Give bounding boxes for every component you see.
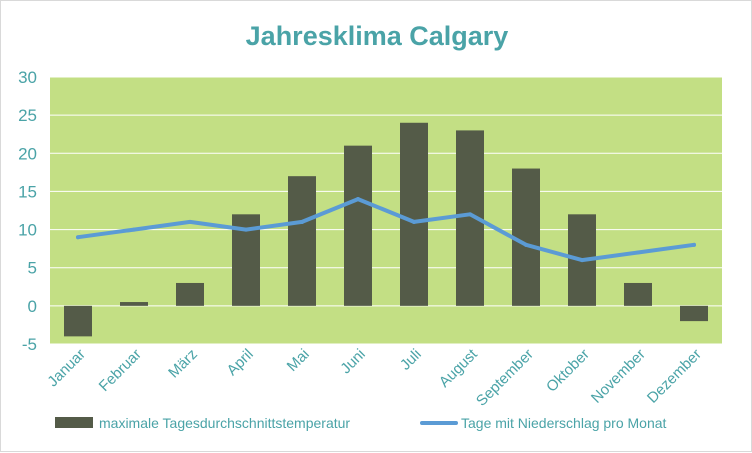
line-point bbox=[356, 197, 360, 202]
x-tick-label: Dezember bbox=[644, 346, 705, 407]
legend-swatch-bar bbox=[55, 417, 93, 428]
line-point bbox=[300, 219, 304, 224]
line-point bbox=[188, 219, 192, 224]
bar bbox=[512, 168, 540, 306]
bar bbox=[64, 305, 92, 337]
bar bbox=[176, 282, 204, 306]
y-tick-label: 15 bbox=[18, 182, 37, 201]
line-series bbox=[76, 197, 696, 263]
bar bbox=[400, 122, 428, 306]
bar bbox=[288, 176, 316, 306]
bar bbox=[120, 302, 148, 306]
legend-label-bar: maximale Tagesdurchschnittstemperatur bbox=[99, 415, 350, 431]
line-point bbox=[636, 250, 640, 255]
y-tick-label: 30 bbox=[18, 68, 37, 87]
x-tick-label: April bbox=[224, 346, 257, 379]
y-tick-label: 25 bbox=[18, 106, 37, 125]
y-tick-label: -5 bbox=[22, 335, 37, 354]
x-tick-label: Februar bbox=[96, 346, 145, 395]
x-tick-label: Juni bbox=[337, 346, 368, 377]
x-axis-ticks: Januar Februar März April Mai Juni Juli AugustS… bbox=[44, 345, 704, 409]
x-tick-label: Januar bbox=[44, 346, 88, 390]
chart-title: Jahresklima Calgary bbox=[246, 21, 509, 51]
line-point bbox=[412, 219, 416, 224]
line-point bbox=[692, 242, 696, 247]
line-point bbox=[524, 242, 528, 247]
bar bbox=[344, 145, 372, 306]
x-tick-label: Oktober bbox=[543, 346, 593, 396]
x-tick-label: August bbox=[436, 345, 482, 391]
y-tick-label: 10 bbox=[18, 221, 37, 240]
line-point bbox=[468, 212, 472, 217]
bar bbox=[624, 282, 652, 306]
bar bbox=[680, 305, 708, 322]
line-point bbox=[244, 227, 248, 232]
y-tick-label: 20 bbox=[18, 144, 37, 163]
series-line bbox=[76, 197, 696, 263]
line-point bbox=[76, 235, 80, 240]
line-point bbox=[580, 258, 584, 263]
x-tick-label: Mai bbox=[284, 346, 313, 375]
gridlines bbox=[50, 76, 722, 345]
legend: maximale Tagesdurchschnittstemperatur Ta… bbox=[55, 415, 667, 431]
x-tick-label: November bbox=[588, 346, 649, 407]
y-tick-label: 5 bbox=[28, 259, 37, 278]
x-tick-label: März bbox=[165, 346, 201, 382]
x-tick-label: Juli bbox=[397, 346, 425, 374]
line-point bbox=[132, 227, 136, 232]
y-axis-ticks: -5 0 5 10 15 20 25 30 bbox=[18, 68, 37, 354]
y-tick-label: 0 bbox=[28, 297, 37, 316]
x-tick-label: September bbox=[473, 346, 537, 410]
legend-label-line: Tage mit Niederschlag pro Monat bbox=[461, 415, 667, 431]
